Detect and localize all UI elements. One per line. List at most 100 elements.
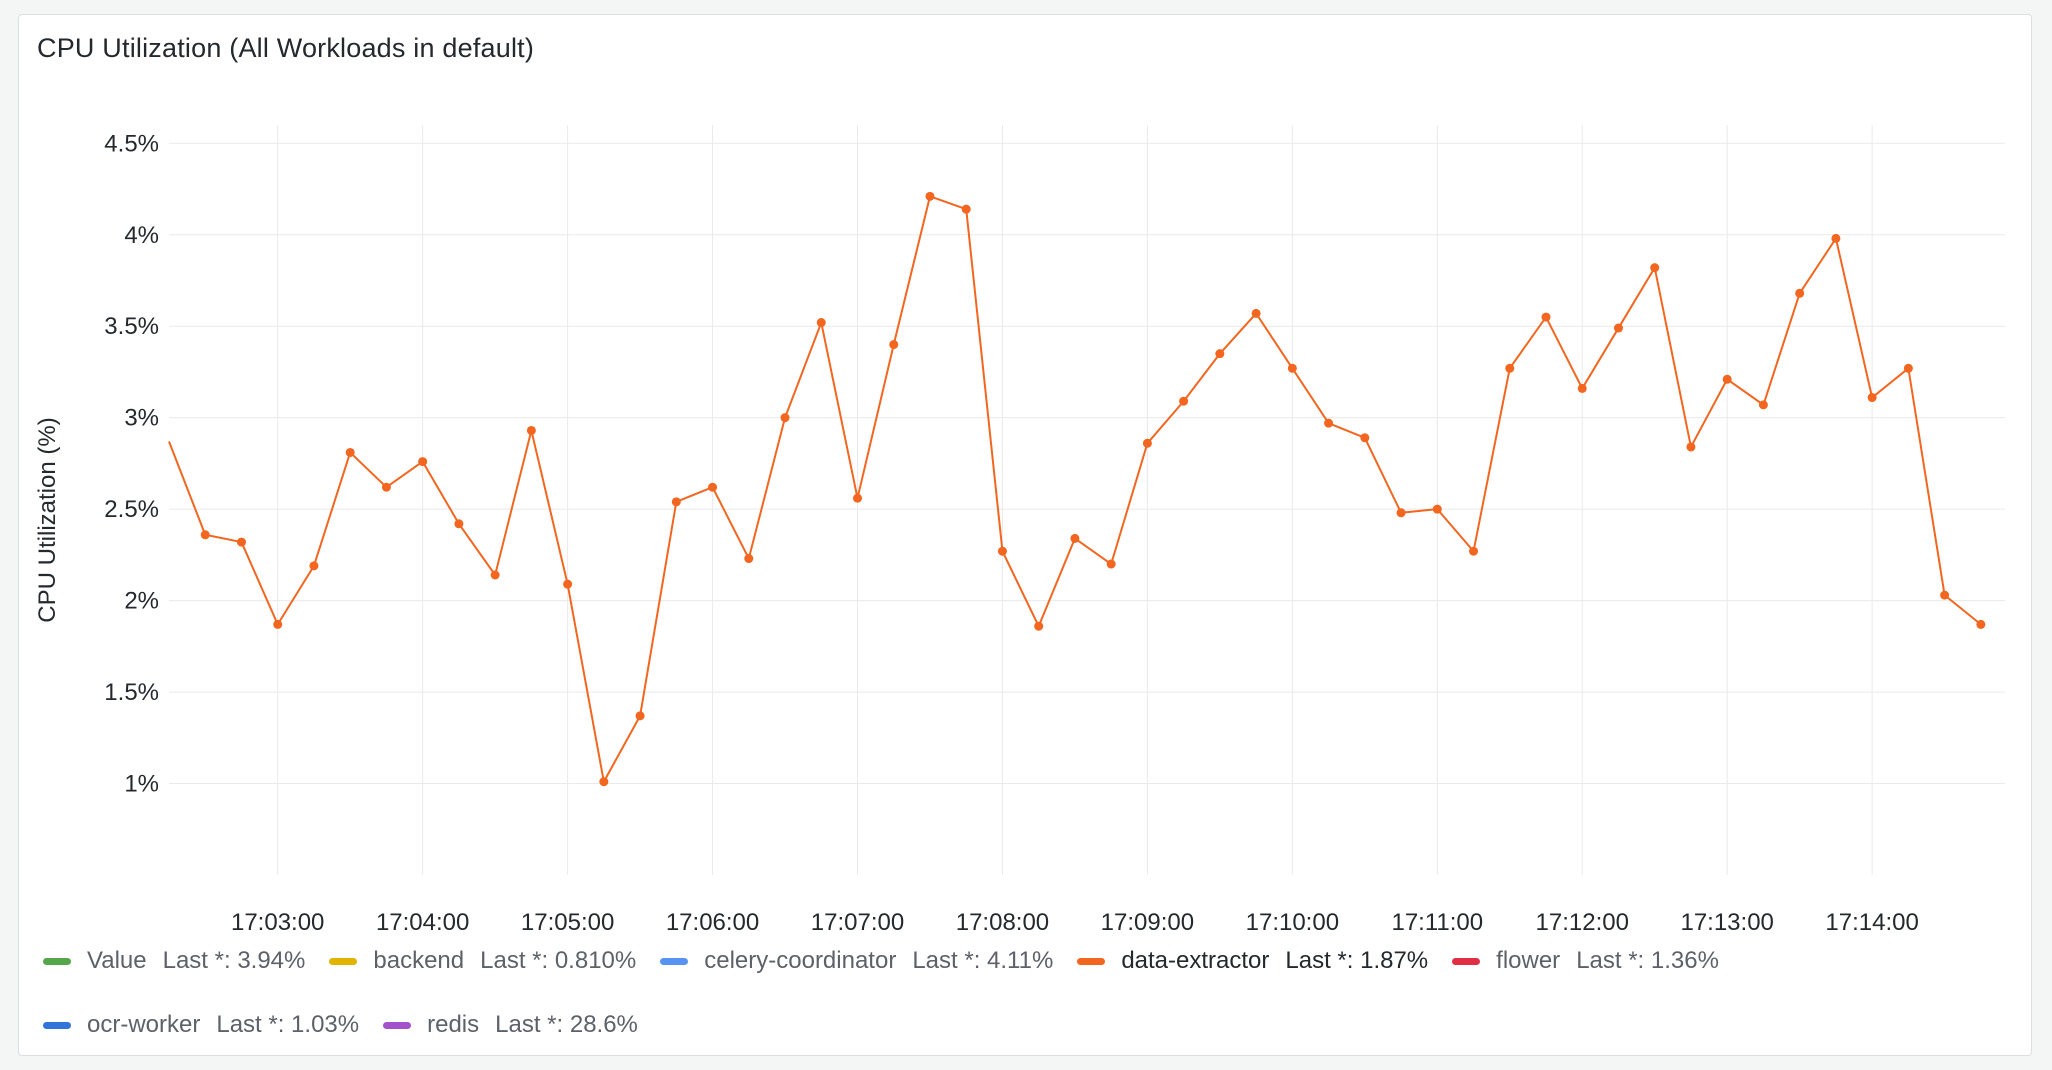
data-point (1251, 308, 1261, 318)
data-point (816, 318, 826, 328)
data-point (345, 447, 355, 457)
data-point (273, 619, 283, 629)
y-tick-label: 2.5% (104, 496, 159, 523)
data-point (925, 191, 935, 201)
data-point (1360, 433, 1370, 443)
data-point (671, 497, 681, 507)
data-point (454, 519, 464, 529)
data-point (1505, 363, 1515, 373)
legend-item-ocr-worker[interactable]: ocr-worker Last *: 1.03% (43, 1011, 359, 1039)
legend-swatch-icon (1077, 957, 1106, 965)
data-point (309, 561, 319, 571)
data-point (1795, 288, 1805, 298)
data-point (599, 777, 609, 787)
data-point (1867, 393, 1877, 403)
y-tick-label: 3.5% (104, 313, 159, 340)
data-point (853, 493, 862, 503)
chart-panel: CPU Utilization (All Workloads in defaul… (18, 14, 2032, 1056)
data-point (1324, 418, 1334, 428)
data-point (1650, 263, 1660, 273)
data-point (1396, 508, 1406, 518)
legend: Value Last *: 3.94% backend Last *: 0.810% c… (43, 947, 1943, 1039)
data-point (1686, 442, 1696, 452)
data-point (1831, 233, 1841, 243)
data-point (1432, 504, 1442, 514)
data-point (1613, 323, 1623, 333)
x-tick-label: 17:03:00 (231, 909, 324, 936)
y-tick-label: 1% (124, 771, 159, 798)
x-tick-label: 17:11:00 (1391, 909, 1483, 936)
x-tick-label: 17:09:00 (1101, 909, 1194, 936)
x-tick-label: 17:10:00 (1246, 909, 1339, 936)
data-point (1179, 396, 1189, 406)
data-point (1903, 363, 1913, 373)
legend-value: Last *: 1.36% (1576, 947, 1719, 974)
legend-name: redis (427, 1011, 480, 1038)
x-tick-label: 17:14:00 (1825, 909, 1918, 936)
data-point (1976, 619, 1986, 629)
legend-item-Value[interactable]: Value Last *: 3.94% (43, 947, 305, 975)
x-tick-label: 17:12:00 (1536, 909, 1629, 936)
legend-item-flower[interactable]: flower Last *: 1.36% (1452, 947, 1719, 975)
legend-swatch-icon (329, 957, 358, 965)
line-chart: 1% 1.5% 2% 2.5% 3% 3.5% 4% 4.5% 17:03:00 17:04:00… (34, 125, 2005, 936)
x-tick-label: 17:13:00 (1680, 909, 1773, 936)
y-axis-label: CPU Utilization (%) (34, 417, 61, 622)
legend-item-redis[interactable]: redis Last *: 28.6% (383, 1011, 638, 1039)
y-tick-label: 3% (124, 405, 159, 432)
legend-name: celery-coordinator (704, 947, 897, 974)
legend-item-data-extractor[interactable]: data-extractor Last *: 1.87% (1077, 947, 1428, 975)
legend-swatch-icon (660, 957, 689, 965)
data-point (1541, 312, 1551, 322)
data-point (1070, 533, 1080, 543)
data-point (1142, 438, 1152, 448)
legend-value: Last *: 0.810% (480, 947, 637, 974)
legend-item-backend[interactable]: backend Last *: 0.810% (329, 947, 636, 975)
x-tick-label: 17:07:00 (811, 909, 904, 936)
data-point (1722, 374, 1732, 384)
x-tick-label: 17:06:00 (666, 909, 759, 936)
legend-value: Last *: 1.87% (1285, 947, 1429, 974)
data-point (236, 537, 246, 547)
data-point (526, 425, 536, 435)
legend-name: ocr-worker (87, 1011, 201, 1038)
data-point (200, 530, 210, 540)
data-point (1287, 363, 1297, 373)
data-point (889, 340, 899, 350)
legend-swatch-icon (43, 1021, 71, 1029)
legend-swatch-icon (383, 1021, 412, 1029)
data-point (1758, 400, 1768, 410)
y-tick-label: 1.5% (104, 679, 159, 706)
data-point (418, 457, 428, 467)
y-tick-label: 4.5% (104, 130, 159, 157)
legend-name: flower (1496, 947, 1561, 974)
data-point (780, 413, 790, 423)
data-point (961, 204, 971, 214)
data-point (1577, 383, 1587, 393)
data-point (381, 482, 391, 492)
legend-item-celery-coordinator[interactable]: celery-coordinator Last *: 4.11% (660, 947, 1053, 975)
legend-name: data-extractor (1121, 947, 1270, 974)
legend-swatch-icon (1452, 957, 1481, 965)
legend-value: Last *: 28.6% (495, 1011, 638, 1038)
x-tick-label: 17:05:00 (521, 909, 614, 936)
legend-value: Last *: 1.03% (216, 1011, 360, 1038)
y-tick-label: 4% (124, 222, 159, 249)
data-point (563, 579, 573, 589)
data-point (1469, 546, 1479, 556)
data-point (1106, 559, 1116, 569)
legend-value: Last *: 4.11% (912, 947, 1054, 974)
legend-value: Last *: 3.94% (162, 947, 306, 974)
data-point (1034, 621, 1044, 631)
panel-title: CPU Utilization (All Workloads in defaul… (37, 33, 535, 63)
x-tick-label: 17:04:00 (376, 909, 469, 936)
data-point (997, 546, 1007, 556)
y-tick-label: 2% (124, 588, 159, 615)
legend-name: backend (373, 947, 465, 974)
data-point (744, 554, 754, 564)
data-point (490, 570, 500, 580)
data-point (708, 482, 718, 492)
legend-name: Value (87, 947, 147, 974)
legend-swatch-icon (43, 957, 71, 965)
series-line-data-extractor (168, 195, 1982, 783)
